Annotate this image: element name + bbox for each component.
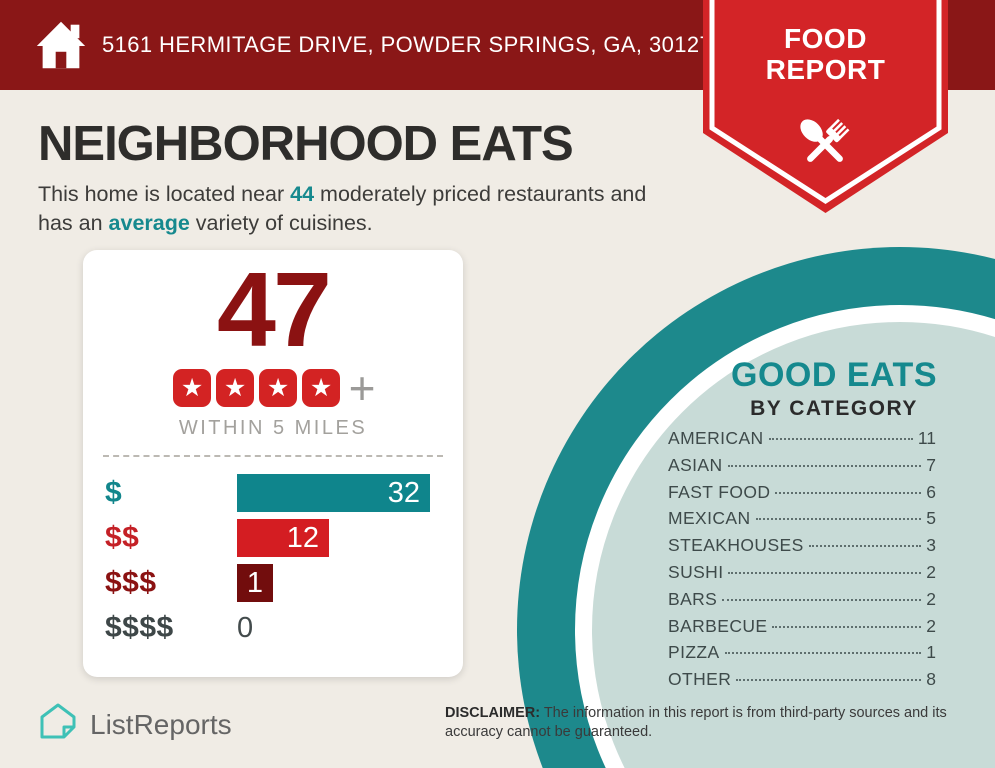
price-tier-label: $$ [105, 521, 140, 555]
category-label: FAST FOOD [668, 481, 771, 502]
price-bar-zero-value: 0 [237, 611, 254, 644]
dotted-leader [768, 438, 913, 440]
price-row: $32 [105, 474, 441, 513]
good-eats-title: GOOD EATS [731, 356, 937, 394]
price-row: $$$ 1 [105, 564, 441, 603]
intro-text: This home is located near 44 moderately … [38, 180, 698, 237]
page-title: NEIGHBORHOOD EATS [38, 117, 574, 171]
dotted-leader [722, 598, 922, 601]
category-row: BARBECUE 2 [668, 616, 936, 643]
restaurant-count: 47 [217, 251, 332, 369]
property-address: 5161 HERMITAGE DRIVE, POWDER SPRINGS, GA… [102, 32, 713, 57]
category-row: FAST FOOD 6 [668, 482, 936, 509]
dotted-leader [728, 571, 922, 574]
disclaimer: DISCLAIMER: The information in this repo… [445, 704, 960, 742]
price-bar: 32 [237, 474, 430, 513]
ribbon-title: FOOD REPORT [703, 23, 948, 86]
price-row: $$$$ 0 [105, 609, 441, 647]
intro-line2-post: variety of cuisines. [189, 210, 373, 235]
category-value: 5 [926, 508, 936, 529]
ribbon-banner-shape [703, 0, 948, 213]
category-row: SUSHI 2 [668, 562, 936, 589]
category-label: OTHER [668, 669, 732, 690]
price-bar: 12 [237, 519, 329, 558]
price-tier-label: $$$$ [105, 611, 174, 645]
dotted-leader [727, 464, 922, 467]
category-label: BARS [668, 588, 718, 609]
stars-container: ★ ★ ★ ★ [171, 369, 343, 408]
listreports-logo-icon [36, 700, 80, 749]
category-value: 1 [926, 642, 936, 663]
category-label: SUSHI [668, 561, 724, 582]
variety-highlight: average [108, 210, 190, 235]
category-label: PIZZA [668, 642, 720, 663]
good-eats-subtitle: BY CATEGORY [750, 397, 918, 420]
intro-line1-pre: This home is located near [38, 182, 291, 206]
price-bar: 1 [237, 564, 273, 603]
star-icon: ★ [302, 369, 341, 408]
dotted-leader [755, 518, 922, 521]
disclaimer-label: DISCLAIMER: [445, 705, 541, 721]
dotted-leader [724, 652, 922, 655]
star-icon: ★ [259, 369, 298, 408]
intro-line1-post: moderately priced restaurants and [314, 182, 647, 206]
dashed-divider [103, 455, 443, 458]
dotted-leader [772, 625, 922, 628]
category-label: STEAKHOUSES [668, 535, 804, 556]
category-row: MEXICAN 5 [668, 508, 936, 535]
stars-row: ★ ★ ★ ★ + [83, 362, 463, 415]
category-value: 8 [926, 669, 936, 690]
category-value: 11 [917, 428, 936, 448]
category-row: OTHER 8 [668, 669, 936, 696]
dotted-leader [808, 545, 922, 548]
price-tier-label: $$$ [105, 566, 157, 600]
category-row: ASIAN 7 [668, 455, 936, 482]
dotted-leader [775, 491, 922, 494]
restaurant-count-highlight: 44 [290, 182, 315, 206]
price-bar-chart: $32 $$ 12 $$$ 1 $$$$ 0 [83, 457, 463, 647]
category-value: 6 [926, 481, 936, 502]
category-label: ASIAN [668, 454, 723, 475]
dotted-leader [736, 679, 922, 682]
category-label: AMERICAN [668, 428, 764, 448]
category-value: 2 [926, 588, 936, 609]
food-report-ribbon: FOOD REPORT [703, 0, 948, 215]
disclaimer-text: The information in this report is from t… [445, 705, 947, 740]
category-row: STEAKHOUSES 3 [668, 535, 936, 562]
category-value: 2 [926, 615, 936, 636]
plus-icon: + [348, 362, 376, 415]
category-list: AMERICAN 11 ASIAN 7 FAST FOOD 6 MEXICAN 5 STEAKH… [668, 428, 936, 696]
category-value: 7 [926, 454, 936, 475]
star-icon: ★ [216, 369, 255, 408]
category-value: 3 [926, 535, 936, 556]
category-row: AMERICAN 11 [668, 428, 936, 455]
good-eats-header: GOOD EATS BY CATEGORY [664, 356, 995, 421]
listreports-brand: ListReports [36, 700, 232, 749]
brand-name: ListReports [90, 708, 232, 740]
price-row: $$ 12 [105, 519, 441, 558]
category-value: 2 [926, 561, 936, 582]
category-label: BARBECUE [668, 615, 768, 636]
restaurant-summary-card: 47 ★ ★ ★ ★ + WITHIN 5 MILES $32 $$ 12 $$$ 1 $$$$… [83, 250, 463, 677]
home-icon [32, 16, 90, 79]
category-label: MEXICAN [668, 508, 751, 529]
intro-line2-pre: has an [38, 210, 109, 235]
category-row: PIZZA 1 [668, 642, 936, 669]
ribbon-title-line2: REPORT [765, 53, 886, 85]
ribbon-title-line1: FOOD [784, 23, 867, 54]
category-row: BARS 2 [668, 589, 936, 616]
price-tier-label: $ [105, 476, 123, 510]
star-icon: ★ [173, 369, 212, 408]
miles-caption: WITHIN 5 MILES [178, 417, 368, 440]
spoon-fork-icon [793, 112, 857, 181]
